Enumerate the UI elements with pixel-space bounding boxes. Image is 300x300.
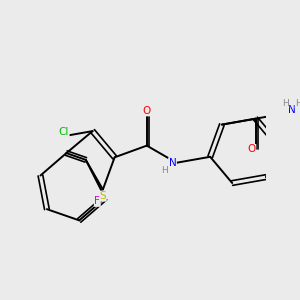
Text: F: F xyxy=(94,196,100,206)
Text: H: H xyxy=(282,99,289,108)
Text: S: S xyxy=(100,191,106,201)
Text: N: N xyxy=(288,105,296,115)
Text: Cl: Cl xyxy=(59,127,69,137)
Text: H: H xyxy=(161,166,168,175)
Text: O: O xyxy=(248,145,256,154)
Text: H: H xyxy=(295,99,300,108)
Text: N: N xyxy=(169,158,176,168)
Text: O: O xyxy=(143,106,151,116)
